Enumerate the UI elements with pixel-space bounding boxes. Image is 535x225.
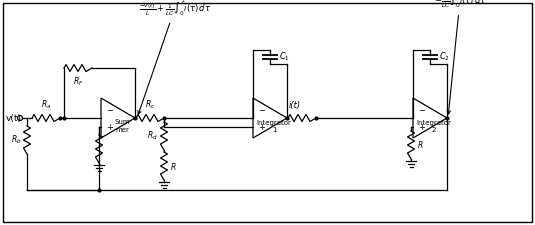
Text: $R_c$: $R_c$ bbox=[145, 99, 155, 111]
Text: $+$: $+$ bbox=[258, 122, 266, 132]
Text: Sum
mer: Sum mer bbox=[114, 119, 130, 133]
Text: $-$: $-$ bbox=[258, 104, 266, 113]
Text: Integrator
2: Integrator 2 bbox=[417, 119, 452, 133]
Text: $C_1$: $C_1$ bbox=[279, 51, 290, 63]
Text: $C_2$: $C_2$ bbox=[439, 51, 450, 63]
Text: Integrator
1: Integrator 1 bbox=[257, 119, 292, 133]
Text: $-$: $-$ bbox=[106, 104, 114, 113]
Text: $R$: $R$ bbox=[417, 140, 424, 151]
Text: $R$: $R$ bbox=[170, 160, 177, 171]
Text: i(t): i(t) bbox=[289, 101, 301, 110]
Text: v(t): v(t) bbox=[6, 113, 22, 122]
Text: $-$: $-$ bbox=[418, 104, 426, 113]
Text: $R_d$: $R_d$ bbox=[147, 130, 158, 142]
Text: $-\frac{1}{LC}\int_0^t i(\tau)\,d\tau$: $-\frac{1}{LC}\int_0^t i(\tau)\,d\tau$ bbox=[433, 0, 486, 114]
Text: $+$: $+$ bbox=[106, 122, 114, 132]
Text: $R_F$: $R_F$ bbox=[73, 75, 83, 88]
Text: $R_b$: $R_b$ bbox=[11, 134, 21, 146]
Text: $\frac{-v(t)}{L}+\frac{1}{LC}\int_0^t i(\tau)\,d\tau$: $\frac{-v(t)}{L}+\frac{1}{LC}\int_0^t i(… bbox=[138, 0, 211, 114]
Text: $+$: $+$ bbox=[418, 122, 426, 132]
Text: $R_a$: $R_a$ bbox=[41, 99, 51, 111]
